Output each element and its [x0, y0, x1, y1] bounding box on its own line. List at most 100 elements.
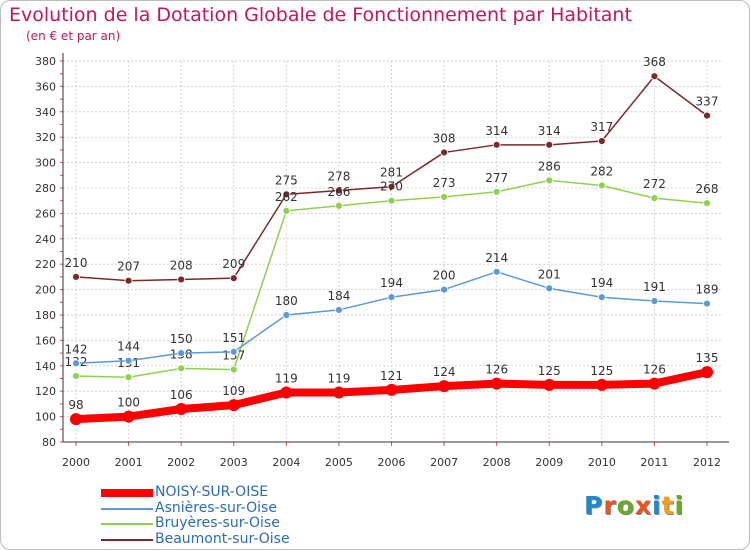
y-tick-label: 120: [35, 385, 56, 398]
logo-letter: P: [584, 491, 604, 520]
proxiti-logo: Proxiti: [584, 491, 684, 520]
data-label: 308: [433, 131, 456, 145]
y-tick-label: 100: [35, 411, 56, 424]
x-tick-label: 2002: [167, 456, 195, 469]
data-point: [701, 366, 713, 379]
data-label: 151: [222, 331, 245, 345]
data-point: [124, 356, 133, 365]
data-point: [650, 297, 659, 305]
y-tick-label: 320: [35, 131, 56, 144]
legend-label-asnieres: Asnières-sur-Oise: [155, 500, 277, 516]
logo-letter: t: [661, 491, 675, 520]
data-point: [385, 383, 398, 396]
data-point: [597, 293, 606, 302]
y-tick-label: 300: [35, 157, 56, 170]
data-label: 121: [380, 369, 403, 383]
data-point: [122, 410, 135, 423]
x-tick-label: 2010: [588, 456, 616, 469]
data-label: 210: [65, 256, 88, 270]
data-point: [597, 137, 606, 145]
data-point: [648, 377, 661, 390]
data-point: [650, 194, 659, 203]
data-point: [387, 196, 396, 205]
legend-swatch-beaumont: [101, 539, 153, 541]
data-label: 126: [643, 363, 666, 377]
data-label: 194: [380, 276, 403, 290]
data-label: 281: [380, 166, 403, 180]
data-label: 100: [117, 396, 140, 410]
data-point: [282, 190, 291, 199]
x-tick-label: 2005: [325, 456, 353, 469]
data-point: [438, 380, 451, 393]
data-label: 270: [380, 180, 403, 194]
y-tick-label: 200: [35, 284, 56, 297]
x-tick-label: 2001: [115, 456, 143, 469]
data-label: 124: [433, 365, 456, 379]
data-point: [490, 377, 503, 390]
data-label: 207: [117, 260, 140, 274]
data-point: [175, 402, 188, 415]
data-point: [280, 386, 293, 399]
data-point: [229, 365, 238, 374]
data-label: 268: [696, 182, 719, 196]
data-label: 106: [170, 388, 193, 402]
x-tick-label: 2011: [640, 456, 668, 469]
data-label: 194: [590, 276, 613, 290]
x-tick-label: 2004: [272, 456, 300, 469]
data-point: [177, 364, 186, 373]
data-point: [492, 187, 501, 196]
data-label: 278: [327, 170, 350, 184]
data-label: 277: [485, 171, 508, 185]
chart-subtitle: (en € et par an): [26, 29, 121, 43]
data-point: [650, 72, 659, 81]
data-point: [545, 284, 554, 293]
y-tick-label: 360: [35, 80, 56, 93]
data-label: 200: [433, 269, 456, 283]
data-label: 180: [275, 294, 298, 308]
legend-swatch-noisy: [101, 489, 153, 497]
data-label: 337: [696, 95, 719, 109]
chart-title: Evolution de la Dotation Globale de Fonc…: [9, 4, 632, 26]
data-point: [332, 386, 345, 399]
data-point: [70, 413, 82, 426]
x-tick-label: 2003: [220, 456, 248, 469]
data-label: 125: [538, 364, 561, 378]
y-tick-label: 240: [35, 233, 56, 246]
data-point: [543, 378, 556, 391]
y-tick-label: 340: [35, 106, 56, 119]
legend-label-noisy: NOISY-SUR-OISE: [155, 484, 269, 500]
legend-label-beaumont: Beaumont-sur-Oise: [155, 531, 290, 547]
data-label: 317: [590, 120, 613, 134]
data-label: 184: [327, 289, 350, 303]
data-point: [545, 176, 554, 185]
data-point: [229, 347, 238, 356]
data-point: [72, 372, 80, 380]
data-label: 142: [65, 342, 88, 356]
data-label: 150: [170, 332, 193, 346]
y-tick-label: 140: [35, 360, 56, 373]
x-tick-label: 2007: [430, 456, 458, 469]
data-point: [440, 192, 448, 201]
data-label: 189: [696, 283, 719, 297]
data-label: 125: [590, 364, 613, 378]
data-point: [492, 267, 501, 276]
legend-swatch-asnieres: [101, 508, 153, 510]
legend-label-bruyeres: Bruyères-sur-Oise: [155, 515, 280, 531]
y-tick-label: 180: [35, 309, 56, 322]
data-point: [72, 359, 80, 368]
x-tick-label: 2000: [62, 456, 90, 469]
data-point: [177, 275, 186, 284]
logo-letter: x: [634, 491, 652, 520]
data-label: 314: [485, 124, 508, 138]
data-point: [72, 272, 80, 281]
data-label: 314: [538, 124, 561, 138]
data-point: [177, 349, 186, 358]
data-point: [335, 201, 343, 210]
y-tick-label: 160: [35, 334, 56, 347]
data-label: 262: [275, 190, 298, 204]
data-point: [335, 306, 343, 314]
data-point: [387, 182, 396, 191]
data-label: 286: [538, 159, 561, 173]
